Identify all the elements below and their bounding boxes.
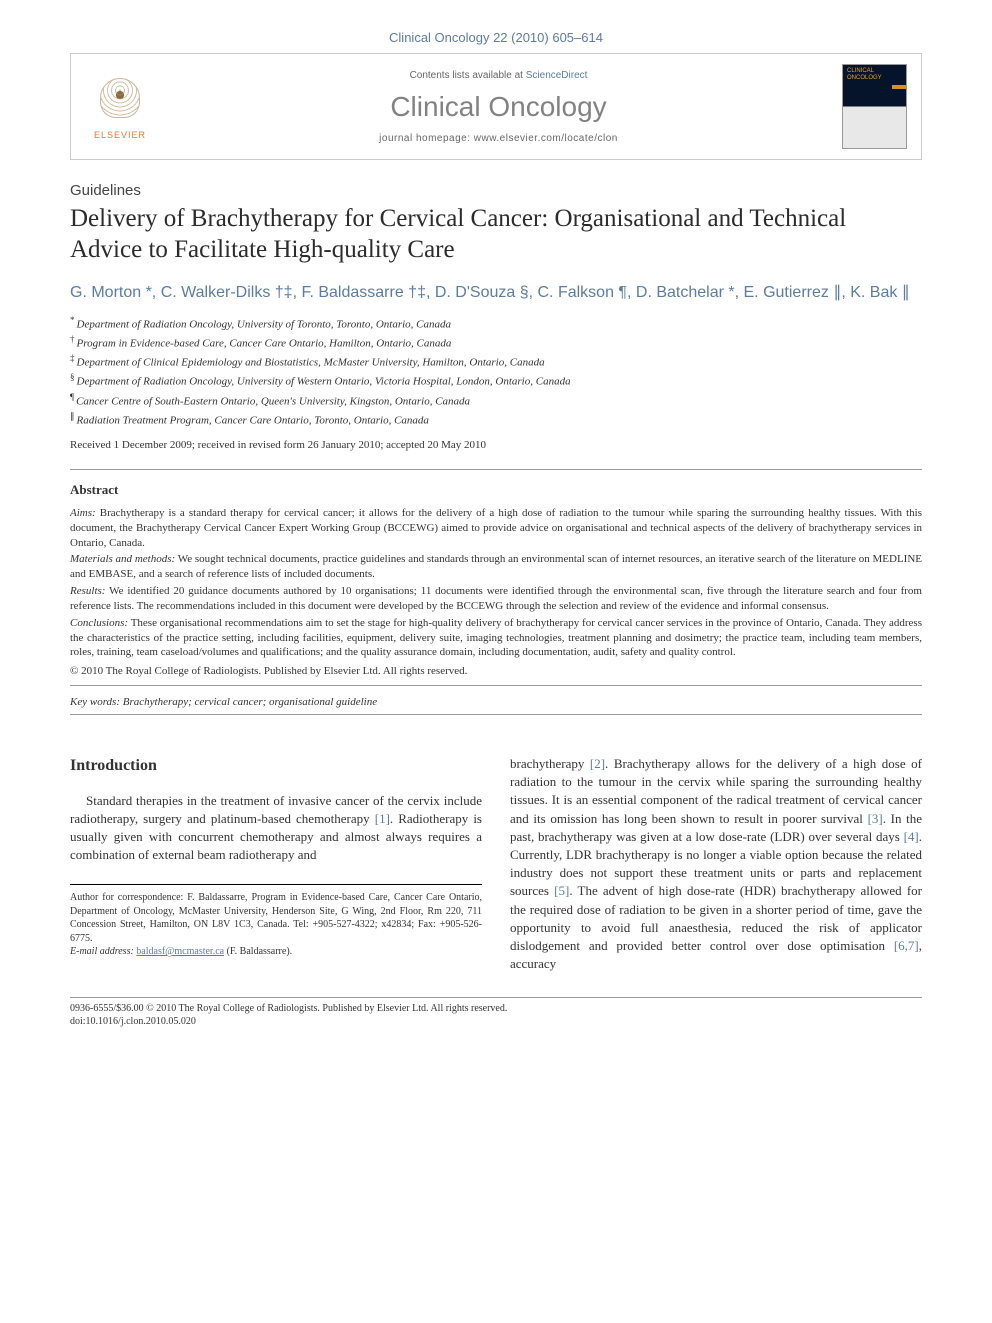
affiliation: ∥Radiation Treatment Program, Cancer Car… [70, 410, 922, 429]
correspondence-box: Author for correspondence: F. Baldassarr… [70, 884, 482, 959]
contents-prefix: Contents lists available at [410, 70, 526, 81]
rule-top-abstract [70, 469, 922, 470]
header-center: Contents lists available at ScienceDirec… [155, 70, 842, 144]
contents-available-line: Contents lists available at ScienceDirec… [155, 70, 842, 81]
footer-copyright: 0936-6555/$36.00 © 2010 The Royal Colleg… [70, 1002, 922, 1015]
homepage-url[interactable]: www.elsevier.com/locate/clon [474, 133, 618, 144]
abstract-aims: Aims: Brachytherapy is a standard therap… [70, 506, 922, 551]
sciencedirect-link[interactable]: ScienceDirect [526, 70, 588, 81]
abstract-body: Aims: Brachytherapy is a standard therap… [70, 506, 922, 679]
homepage-prefix: journal homepage: [379, 133, 474, 144]
affiliation: *Department of Radiation Oncology, Unive… [70, 314, 922, 333]
correspondence-email-line: E-mail address: baldasf@mcmaster.ca (F. … [70, 945, 482, 959]
cover-accent-bar [892, 85, 906, 89]
footer-doi: doi:10.1016/j.clon.2010.05.020 [70, 1015, 922, 1028]
journal-header-box: ELSEVIER Contents lists available at Sci… [70, 53, 922, 160]
abstract-results: Results: We identified 20 guidance docum… [70, 584, 922, 614]
article-type: Guidelines [70, 182, 922, 199]
abstract-copyright: © 2010 The Royal College of Radiologists… [70, 664, 922, 679]
abstract-heading: Abstract [70, 482, 922, 498]
homepage-line: journal homepage: www.elsevier.com/locat… [155, 133, 842, 144]
cover-label: CLINICAL ONCOLOGY [847, 68, 906, 81]
abstract-conclusions: Conclusions: These organisational recomm… [70, 616, 922, 661]
affiliation: ‡Department of Clinical Epidemiology and… [70, 352, 922, 371]
article-title: Delivery of Brachytherapy for Cervical C… [70, 203, 922, 266]
footer-rule [70, 997, 922, 998]
keywords-label: Key words: [70, 696, 120, 708]
page: Clinical Oncology 22 (2010) 605–614 ELSE… [0, 0, 992, 1068]
journal-name: Clinical Oncology [155, 91, 842, 123]
introduction-section: Introduction Standard therapies in the t… [70, 755, 922, 973]
intro-paragraph-col1: Standard therapies in the treatment of i… [70, 792, 482, 865]
elsevier-logo[interactable]: ELSEVIER [85, 67, 155, 147]
rule-below-keywords [70, 714, 922, 715]
footer: 0936-6555/$36.00 © 2010 The Royal Colleg… [70, 1002, 922, 1028]
author-list: G. Morton *, C. Walker-Dilks †‡, F. Bald… [70, 282, 922, 304]
intro-paragraph-col2: brachytherapy [2]. Brachytherapy allows … [510, 755, 922, 973]
elsevier-publisher-text: ELSEVIER [94, 130, 146, 140]
article-dates: Received 1 December 2009; received in re… [70, 439, 922, 451]
keywords: Key words: Brachytherapy; cervical cance… [70, 696, 922, 708]
affiliations-list: *Department of Radiation Oncology, Unive… [70, 314, 922, 429]
journal-cover-thumb[interactable]: CLINICAL ONCOLOGY [842, 64, 907, 149]
affiliation: §Department of Radiation Oncology, Unive… [70, 371, 922, 390]
abstract-methods: Materials and methods: We sought technic… [70, 552, 922, 582]
correspondence-email-link[interactable]: baldasf@mcmaster.ca [136, 946, 224, 957]
affiliation: †Program in Evidence-based Care, Cancer … [70, 333, 922, 352]
introduction-heading: Introduction [70, 755, 482, 777]
journal-reference: Clinical Oncology 22 (2010) 605–614 [70, 30, 922, 45]
elsevier-tree-icon [95, 73, 145, 128]
correspondence-text: Author for correspondence: F. Baldassarr… [70, 891, 482, 945]
affiliation: ¶Cancer Centre of South-Eastern Ontario,… [70, 391, 922, 410]
rule-below-abstract [70, 685, 922, 686]
keywords-text: Brachytherapy; cervical cancer; organisa… [120, 696, 377, 708]
